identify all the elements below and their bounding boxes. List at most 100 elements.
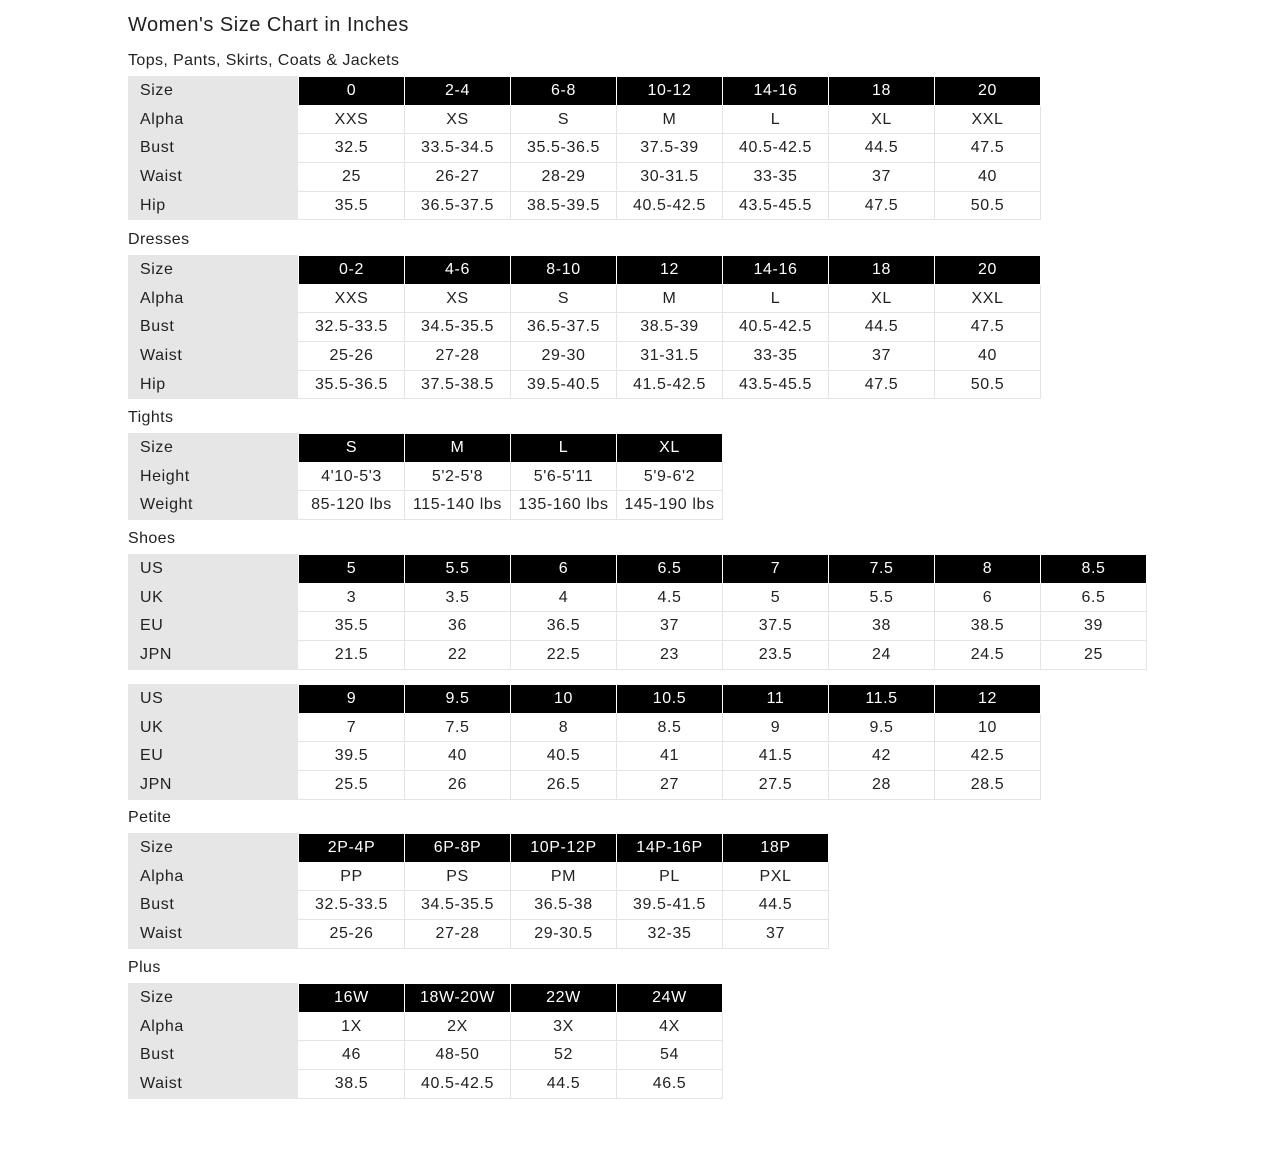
table-row: Bust 32.5-33.5 34.5-35.5 36.5-38 39.5-41.5 44… [128, 890, 829, 921]
header-cell: 7 [722, 554, 829, 584]
header-cell: 20 [934, 255, 1041, 285]
size-table: Size 0-2 4-6 8-10 12 14-16 18 20 Alpha XXS XS S M L XL… [128, 255, 1041, 400]
table-cell: 5.5 [828, 582, 935, 613]
row-label: US [128, 684, 299, 714]
row-label: Size [128, 433, 299, 463]
table-cell: 43.5-45.5 [722, 369, 829, 400]
header-cell: M [404, 433, 511, 463]
table-cell: 37 [828, 162, 935, 192]
table-cell: M [616, 104, 723, 135]
header-cell: 2P-4P [298, 833, 405, 863]
table-cell: 36.5 [510, 611, 617, 642]
table-cell: 36.5-38 [510, 890, 617, 921]
table-cell: 10 [934, 712, 1041, 743]
table-cell: 24 [828, 640, 935, 670]
header-cell: 8 [934, 554, 1041, 584]
table-cell: 32.5-33.5 [298, 890, 405, 921]
row-label: Size [128, 76, 299, 106]
row-label: Size [128, 983, 299, 1013]
row-label: EU [128, 611, 299, 642]
table-cell: S [510, 104, 617, 135]
table-cell: 25-26 [298, 341, 405, 371]
table-cell: L [722, 283, 829, 314]
table-cell: 36.5-37.5 [404, 190, 511, 221]
table-cell: 41.5-42.5 [616, 369, 723, 400]
row-label: Height [128, 461, 299, 492]
table-cell: 24.5 [934, 640, 1041, 670]
table-cell: 25.5 [298, 770, 405, 800]
table-cell: 50.5 [934, 190, 1041, 221]
table-cell: 37.5 [722, 611, 829, 642]
table-row: Waist 25-26 27-28 29-30 31-31.5 33-35 37 40 [128, 341, 1041, 371]
table-cell: XXS [298, 104, 405, 135]
table-cell: 33.5-34.5 [404, 133, 511, 164]
table-row: Weight 85-120 lbs 115-140 lbs 135-160 lbs 14… [128, 490, 723, 521]
table-row: EU 39.5 40 40.5 41 41.5 42 42.5 [128, 741, 1041, 772]
row-label: Alpha [128, 283, 299, 314]
table-cell: 25 [1040, 640, 1147, 670]
table-cell: 34.5-35.5 [404, 890, 511, 921]
row-label: Size [128, 255, 299, 285]
table-cell: 44.5 [722, 890, 829, 921]
table-cell: 28-29 [510, 162, 617, 192]
table-row: JPN 25.5 26 26.5 27 27.5 28 28.5 [128, 770, 1041, 800]
header-cell: 20 [934, 76, 1041, 106]
table-cell: 32-35 [616, 919, 723, 949]
table-cell: 40.5-42.5 [722, 133, 829, 164]
header-cell: 18W-20W [404, 983, 511, 1013]
header-cell: 4-6 [404, 255, 511, 285]
table-cell: 40 [404, 741, 511, 772]
table-cell: 2X [404, 1011, 511, 1042]
header-cell: 0-2 [298, 255, 405, 285]
table-row: Waist 25 26-27 28-29 30-31.5 33-35 37 40 [128, 162, 1041, 192]
table-cell: 22 [404, 640, 511, 670]
table-cell: 32.5-33.5 [298, 312, 405, 343]
table-row: Bust 46 48-50 52 54 [128, 1040, 723, 1071]
table-cell: 33-35 [722, 162, 829, 192]
page-title: Women's Size Chart in Inches [128, 14, 409, 36]
table-cell: 42 [828, 741, 935, 772]
table-cell: 44.5 [828, 133, 935, 164]
table-cell: 26-27 [404, 162, 511, 192]
table-cell: 48-50 [404, 1040, 511, 1071]
row-label: Hip [128, 190, 299, 221]
header-row: Size 0-2 4-6 8-10 12 14-16 18 20 [128, 255, 1041, 285]
header-cell: 6-8 [510, 76, 617, 106]
table-cell: 50.5 [934, 369, 1041, 400]
table-row: Bust 32.5-33.5 34.5-35.5 36.5-37.5 38.5-39 40… [128, 312, 1041, 343]
header-cell: 10.5 [616, 684, 723, 714]
table-cell: XXL [934, 104, 1041, 135]
header-cell: 9 [298, 684, 405, 714]
row-label: JPN [128, 640, 299, 670]
row-label: Waist [128, 1069, 299, 1099]
table-cell: 115-140 lbs [404, 490, 511, 521]
table-cell: 9 [722, 712, 829, 743]
header-cell: 10P-12P [510, 833, 617, 863]
table-cell: 27-28 [404, 919, 511, 949]
header-cell: 22W [510, 983, 617, 1013]
table-cell: XXL [934, 283, 1041, 314]
header-row: US 5 5.5 6 6.5 7 7.5 8 8.5 [128, 554, 1147, 584]
header-cell: 8.5 [1040, 554, 1147, 584]
table-cell: 33-35 [722, 341, 829, 371]
table-row: Waist 38.5 40.5-42.5 44.5 46.5 [128, 1069, 723, 1099]
header-cell: S [298, 433, 405, 463]
size-table: Size S M L XL Height 4'10-5'3 5'2-5'8 5'6-5'11 5'… [128, 433, 723, 521]
header-cell: 8-10 [510, 255, 617, 285]
table-cell: 6.5 [1040, 582, 1147, 613]
section-title: Petite [128, 809, 172, 826]
table-row: Alpha XXS XS S M L XL XXL [128, 283, 1041, 314]
table-cell: 145-190 lbs [616, 490, 723, 521]
header-cell: 18 [828, 255, 935, 285]
table-cell: 4 [510, 582, 617, 613]
table-cell: 27-28 [404, 341, 511, 371]
row-label: Hip [128, 369, 299, 400]
table-cell: 42.5 [934, 741, 1041, 772]
table-row: Alpha PP PS PM PL PXL [128, 861, 829, 892]
header-cell: 5 [298, 554, 405, 584]
table-row: Hip 35.5-36.5 37.5-38.5 39.5-40.5 41.5-42.5 4… [128, 369, 1041, 400]
table-cell: 31-31.5 [616, 341, 723, 371]
table-cell: 85-120 lbs [298, 490, 405, 521]
header-cell: 6 [510, 554, 617, 584]
table-cell: 25-26 [298, 919, 405, 949]
